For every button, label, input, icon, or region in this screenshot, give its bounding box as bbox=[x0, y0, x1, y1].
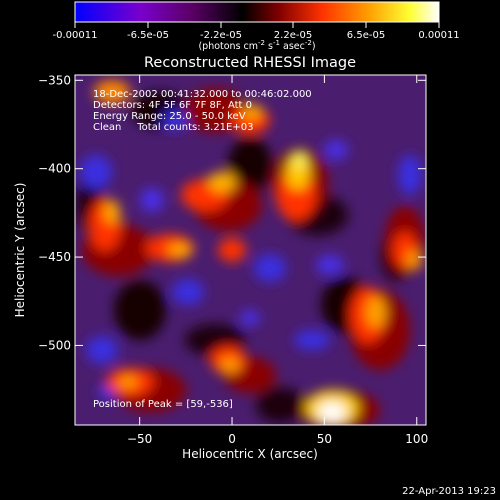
peak-position-label: Position of Peak = [59,-536] bbox=[93, 399, 233, 410]
colorbar-tick-label: -0.00011 bbox=[53, 30, 98, 41]
plot-title: Reconstructed RHESSI Image bbox=[144, 55, 356, 71]
annotation-clean-counts: Clean Total counts: 3.21E+03 bbox=[93, 122, 253, 133]
x-tick-label: −50 bbox=[127, 432, 152, 446]
colorbar-unit-label: (photons cm-2 s-1 asec-2) bbox=[198, 39, 315, 52]
x-axis: −50 0 50 100 bbox=[127, 75, 428, 446]
y-axis-label: Heliocentric Y (arcsec) bbox=[13, 183, 27, 318]
x-axis-label: Heliocentric X (arcsec) bbox=[182, 447, 318, 461]
timestamp: 22-Apr-2013 19:23 bbox=[402, 486, 496, 497]
x-tick-label: 0 bbox=[228, 432, 236, 446]
y-tick-label: −500 bbox=[38, 338, 71, 352]
colorbar-tick-label: -2.2e-05 bbox=[200, 30, 242, 41]
plot-frame bbox=[74, 74, 427, 426]
colorbar-tick-label: 0.00011 bbox=[418, 30, 459, 41]
y-axis: −350 −400 −450 −500 bbox=[38, 73, 426, 352]
heatmap-image bbox=[75, 75, 426, 425]
annotation-energy-range: Energy Range: 25.0 - 50.0 keV bbox=[93, 111, 246, 122]
y-tick-label: −350 bbox=[38, 73, 71, 87]
colorbar-frame bbox=[74, 1, 440, 23]
x-tick-label: 100 bbox=[405, 432, 428, 446]
y-tick-label: −450 bbox=[38, 250, 71, 264]
y-tick-label: −400 bbox=[38, 162, 71, 176]
annotation-block: 18-Dec-2002 00:41:32.000 to 00:46:02.000… bbox=[93, 89, 312, 133]
colorbar-tick-label: -6.5e-05 bbox=[127, 30, 169, 41]
colorbar-tick-label: 2.2e-05 bbox=[274, 30, 312, 41]
annotation-detectors: Detectors: 4F 5F 6F 7F 8F, Att 0 bbox=[93, 100, 252, 111]
x-tick-label: 50 bbox=[317, 432, 332, 446]
colorbar bbox=[75, 2, 439, 22]
colorbar-tick-label: 6.5e-05 bbox=[347, 30, 385, 41]
colorbar-ticks bbox=[74, 22, 440, 28]
annotation-time-range: 18-Dec-2002 00:41:32.000 to 00:46:02.000 bbox=[93, 89, 312, 100]
